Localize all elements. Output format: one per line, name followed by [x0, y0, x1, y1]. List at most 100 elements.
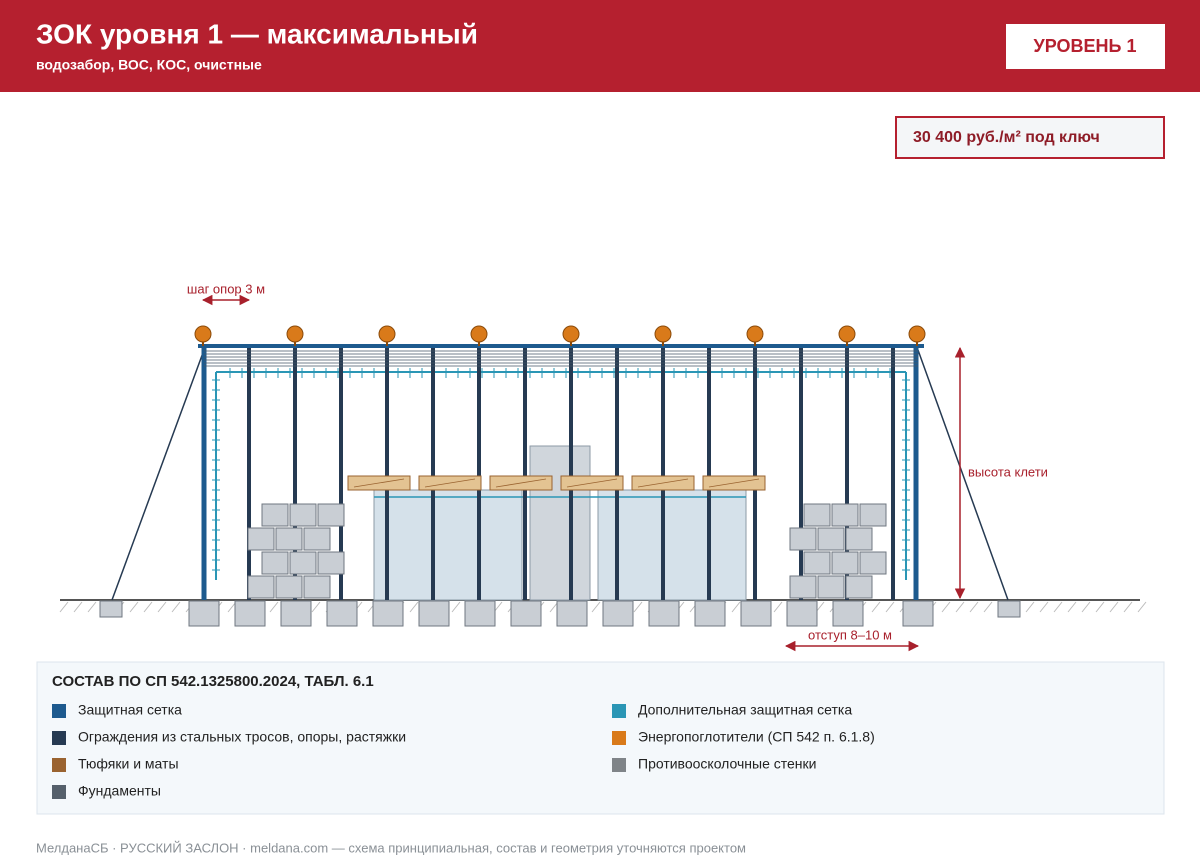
- hatch: [1095, 601, 1105, 613]
- anchor-foundation: [997, 600, 1021, 618]
- legend-swatch: [612, 704, 626, 718]
- wall-block: [859, 551, 887, 575]
- foundation: [372, 600, 404, 627]
- hatch: [409, 601, 419, 613]
- foundation: [234, 600, 266, 627]
- wall-block: [247, 575, 275, 599]
- mattress-line: [637, 478, 689, 488]
- hatch: [1137, 601, 1147, 613]
- wall-block: [831, 551, 859, 575]
- anchor-foundation: [99, 600, 123, 618]
- hatch: [633, 601, 643, 613]
- legend-label: Дополнительная защитная сетка: [638, 702, 852, 718]
- foundation: [326, 600, 358, 627]
- foundation: [510, 600, 542, 627]
- wall-block: [803, 503, 831, 527]
- foundation: [602, 600, 634, 627]
- hatch: [171, 601, 181, 613]
- foundation: [648, 600, 680, 627]
- legend-label: Ограждения из стальных тросов, опоры, ра…: [78, 729, 406, 745]
- wall-block: [789, 575, 817, 599]
- mattress-line: [424, 478, 476, 488]
- foundation: [418, 600, 450, 627]
- hatch: [311, 601, 321, 613]
- hatch: [87, 601, 97, 613]
- absorber: [908, 325, 926, 343]
- hatch: [1025, 601, 1035, 613]
- absorber: [654, 325, 672, 343]
- title: ЗОК уровня 1 — максимальный: [36, 18, 478, 49]
- wall-block: [817, 527, 845, 551]
- offset-label: отступ 8–10 м: [808, 627, 892, 642]
- legend-swatch: [52, 704, 66, 718]
- absorber: [378, 325, 396, 343]
- wall-block: [831, 503, 859, 527]
- hatch: [269, 601, 279, 613]
- hatch: [871, 601, 881, 613]
- wall-block: [247, 527, 275, 551]
- mattress-line: [495, 478, 547, 488]
- wall-block: [317, 551, 345, 575]
- legend-label: Фундаменты: [78, 783, 161, 799]
- legend-swatch: [612, 731, 626, 745]
- hatch: [591, 601, 601, 613]
- hatch: [1053, 601, 1063, 613]
- legend-label: Защитная сетка: [78, 702, 182, 718]
- legend-label: Энергопоглотители (СП 542 п. 6.1.8): [638, 729, 875, 745]
- wall-block: [261, 551, 289, 575]
- legend-box: [36, 661, 1165, 815]
- mattress-line: [353, 478, 405, 488]
- wall-block: [317, 503, 345, 527]
- tank: [597, 489, 747, 601]
- foundation: [464, 600, 496, 627]
- mattress-line: [566, 478, 618, 488]
- absorber: [746, 325, 764, 343]
- wall-block: [303, 575, 331, 599]
- wall-block: [845, 575, 873, 599]
- hatch: [885, 601, 895, 613]
- guy-wire: [111, 349, 205, 601]
- legend: Защитная сетка Дополнительная защитная се…: [52, 702, 875, 799]
- hatch: [1123, 601, 1133, 613]
- wall-block: [803, 551, 831, 575]
- hatch: [983, 601, 993, 613]
- wall-block: [289, 551, 317, 575]
- price: 30 400 руб./м² под ключ: [913, 129, 1100, 146]
- foundation: [786, 600, 818, 627]
- wall-block: [261, 503, 289, 527]
- footer: МелданаСБ · РУССКИЙ ЗАСЛОН · meldana.com…: [36, 840, 746, 855]
- absorber: [838, 325, 856, 343]
- hatch: [773, 601, 783, 613]
- legend-swatch: [52, 731, 66, 745]
- legend-label: Тюфяки и маты: [78, 756, 179, 772]
- hatch: [73, 601, 83, 613]
- absorber: [562, 325, 580, 343]
- step-label: шаг опор 3 м: [187, 281, 265, 296]
- foundation: [902, 600, 934, 627]
- hatch: [129, 601, 139, 613]
- hatch: [731, 601, 741, 613]
- absorber: [194, 325, 212, 343]
- badge-box: [1006, 24, 1165, 69]
- hatch: [1081, 601, 1091, 613]
- foundation: [280, 600, 312, 627]
- absorber: [470, 325, 488, 343]
- height-label: высота клети: [968, 464, 1048, 479]
- hatch: [451, 601, 461, 613]
- wall-block: [859, 503, 887, 527]
- price-box: [895, 116, 1165, 159]
- wall-block: [303, 527, 331, 551]
- hatch: [157, 601, 167, 613]
- hatch: [143, 601, 153, 613]
- wall-block: [845, 527, 873, 551]
- wall-block: [289, 503, 317, 527]
- absorber: [286, 325, 304, 343]
- foundation: [556, 600, 588, 627]
- tower: [529, 445, 591, 601]
- foundation: [832, 600, 864, 627]
- wall-block: [275, 527, 303, 551]
- legend-title: СОСТАВ ПО СП 542.1325800.2024, ТАБЛ. 6.1: [52, 673, 374, 690]
- hatch: [955, 601, 965, 613]
